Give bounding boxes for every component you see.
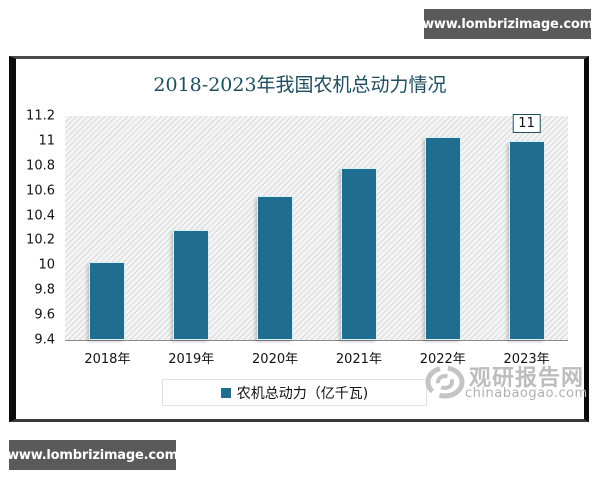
y-tick-label: 11.2: [26, 108, 55, 124]
data-label: 11: [512, 113, 541, 133]
y-tick-label: 9.8: [34, 282, 55, 298]
bar: [508, 140, 545, 340]
x-tick-label: 2023年: [503, 352, 550, 367]
legend: 农机总动力（亿千瓦): [162, 379, 427, 406]
y-tick-label: 10.2: [26, 232, 55, 248]
y-tick-label: 10.6: [26, 183, 55, 199]
chinabaogao-logo: 观研报告网 chinabaogao.com: [425, 360, 588, 405]
bar: [424, 137, 461, 340]
y-tick-label: 10.4: [26, 208, 55, 224]
legend-label: 农机总动力（亿千瓦): [236, 385, 369, 402]
logo-en-text: chinabaogao.com: [465, 386, 588, 401]
plot-area: [65, 116, 568, 340]
y-tick-label: 10: [38, 257, 55, 273]
y-tick-label: 10.8: [26, 158, 55, 174]
y-tick-label: 11: [38, 133, 55, 149]
x-tick-label: 2020年: [252, 352, 299, 367]
bar: [340, 168, 377, 340]
watermark-badge-top: www.lombrizimage.com: [422, 9, 593, 39]
bar: [89, 261, 126, 340]
watermark-badge-bottom: www.lombrizimage.com: [7, 440, 178, 470]
bar: [257, 195, 294, 340]
x-tick-label: 2019年: [168, 352, 215, 367]
y-tick-label: 9.6: [34, 307, 55, 323]
x-tick-label: 2022年: [419, 352, 466, 367]
x-axis-line: [65, 340, 568, 341]
legend-swatch: [220, 387, 231, 398]
swirl-logo-icon: [425, 365, 465, 399]
x-tick-label: 2021年: [335, 352, 382, 367]
chart-title: 2018-2023年我国农机总动力情况: [153, 74, 447, 96]
x-tick-label: 2018年: [84, 352, 131, 367]
bar: [173, 230, 210, 340]
y-tick-label: 9.4: [34, 332, 55, 348]
logo-cn-text: 观研报告网: [469, 366, 585, 391]
